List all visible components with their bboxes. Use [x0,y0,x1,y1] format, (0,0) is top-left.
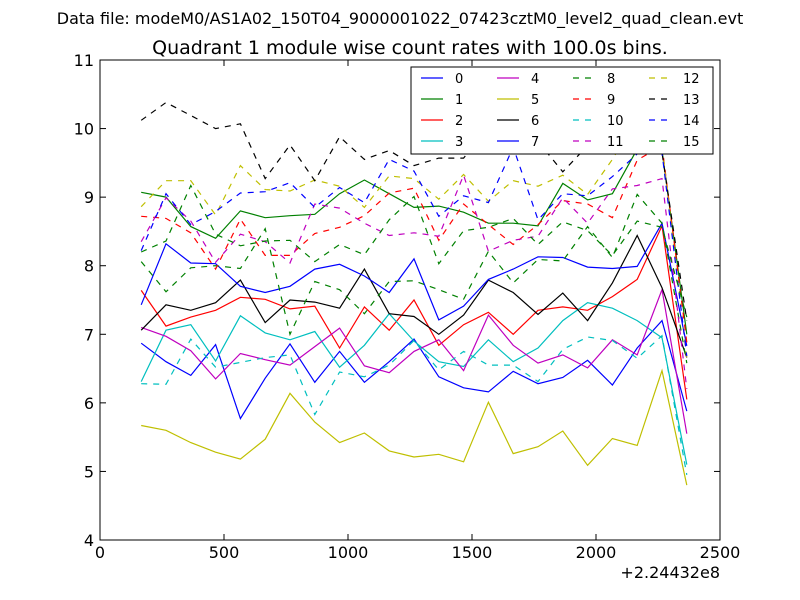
legend-label-9: 9 [607,93,615,108]
series-line-13 [140,101,688,321]
series-line-1 [141,148,688,335]
axes-frame [99,59,721,541]
y-tick-label: 5 [84,462,94,481]
y-tick-label: 4 [84,531,94,550]
series-line-11 [140,173,688,390]
legend-label-1: 1 [455,93,463,108]
series-line-2 [140,223,688,400]
series-line-4 [140,287,688,434]
legend-label-7: 7 [531,135,539,150]
series-line-12 [140,116,688,359]
y-tick-label: 10 [74,120,94,139]
legend-label-4: 4 [531,72,539,87]
legend-label-6: 6 [531,114,539,129]
x-tick-label: 500 [209,543,240,562]
series-line-0 [140,319,688,421]
y-tick-label: 9 [84,188,94,207]
series-line-8 [140,193,688,364]
series-line-6 [140,234,688,358]
legend-label-2: 2 [455,114,463,129]
chart-title: Quadrant 1 module wise count rates with … [152,37,668,59]
x-tick-label: 0 [95,543,105,562]
series-line-9 [141,144,688,343]
x-tick-label: 2500 [700,543,741,562]
x-tick-label: 2000 [576,543,617,562]
series-line-7 [140,221,688,347]
legend-label-13: 13 [683,93,700,108]
y-tick-label: 8 [84,257,94,276]
legend-label-15: 15 [683,135,700,150]
series-line-5 [141,368,688,486]
y-tick-label: 6 [84,394,94,413]
legend-label-0: 0 [455,72,463,87]
chart-suptitle: Data file: modeM0/AS1A02_150T04_90000010… [57,9,743,29]
legend-label-12: 12 [683,72,700,87]
legend-label-10: 10 [607,114,624,129]
y-tick-label: 7 [84,325,94,344]
x-offset-label: +2.24432e8 [620,563,720,582]
series-layer [140,101,688,486]
y-tick-label: 11 [74,51,94,70]
x-tick-label: 1000 [328,543,369,562]
legend-label-8: 8 [607,72,615,87]
legend-label-11: 11 [607,135,624,150]
series-line-14 [140,145,688,357]
legend-box [410,66,714,155]
legend-label-3: 3 [455,135,463,150]
x-tick-label: 1500 [452,543,493,562]
series-line-15 [140,184,688,318]
legend-label-14: 14 [683,114,700,129]
series-line-3 [140,302,688,465]
legend-label-5: 5 [531,93,539,108]
